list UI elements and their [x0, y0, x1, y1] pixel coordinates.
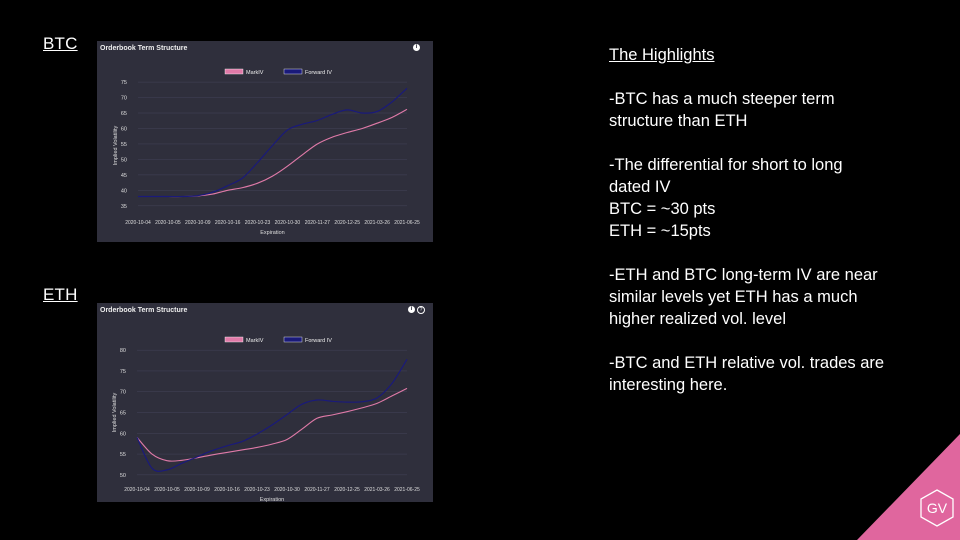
highlight-line: -ETH and BTC long-term IV are near [609, 266, 878, 284]
x-tick-label: 2020-10-23 [245, 220, 271, 226]
y-tick-label: 75 [121, 80, 127, 86]
legend-swatch[interactable] [283, 68, 303, 75]
x-tick-label: 2020-10-16 [215, 220, 241, 226]
y-tick-label: 50 [121, 157, 127, 163]
legend-swatch[interactable] [224, 336, 244, 343]
legend-label[interactable]: MarkIV [246, 338, 264, 344]
y-tick-label: 60 [120, 431, 126, 437]
corner-triangle [857, 434, 960, 540]
y-tick-label: 50 [120, 473, 126, 479]
x-tick-label: 2020-10-23 [244, 487, 270, 493]
eth-chart-panel: Orderbook Term Structure i ? 50 55 60 65 70 7… [97, 303, 433, 502]
y-tick-label: 35 [121, 204, 127, 210]
highlight-line: BTC = ~30 pts [609, 200, 716, 218]
legend-label[interactable]: MarkIV [246, 70, 264, 76]
x-tick-label: 2020-12-25 [334, 487, 360, 493]
x-tick-label: 2021-06-25 [394, 220, 420, 226]
y-tick-label: 80 [120, 348, 126, 354]
x-tick-label: 2020-10-30 [275, 220, 301, 226]
x-tick-label: 2020-10-05 [154, 487, 180, 493]
logo-text: GV [927, 500, 948, 516]
x-tick-label: 2020-11-27 [304, 487, 329, 493]
series-line-forward-iv [138, 87, 408, 198]
eth-label: ETH [43, 285, 78, 304]
x-tick-label: 2021-03-26 [364, 220, 390, 226]
info-icon[interactable]: i [413, 44, 420, 51]
x-tick-label: 2020-10-30 [274, 487, 300, 493]
y-axis-label: Implied Volatility [113, 126, 119, 166]
x-tick-label: 2020-10-09 [184, 487, 210, 493]
legend-swatch[interactable] [283, 336, 303, 343]
y-tick-label: 65 [121, 111, 127, 117]
x-tick-label: 2020-10-05 [155, 220, 181, 226]
series-line-markiv [138, 108, 408, 198]
y-tick-label: 60 [121, 126, 127, 132]
y-tick-label: 70 [121, 96, 127, 102]
help-icon[interactable]: ? [417, 306, 425, 314]
highlights-text: The Highlights -BTC has a much steeper t… [609, 44, 909, 396]
legend-label[interactable]: Forward IV [305, 338, 332, 344]
info-icon[interactable]: i [408, 306, 415, 313]
eth-chart-title: Orderbook Term Structure [100, 307, 188, 314]
highlight-line: interesting here. [609, 376, 728, 394]
highlight-line: structure than ETH [609, 112, 748, 130]
y-tick-label: 70 [120, 390, 126, 396]
y-tick-label: 75 [120, 369, 126, 375]
eth-term-structure-chart: 50 55 60 65 70 75 80 2020-10-04 2020-10-05 2020-1… [112, 336, 420, 502]
legend-label[interactable]: Forward IV [305, 70, 332, 76]
x-axis-label: Expiration [260, 230, 284, 236]
highlight-line: -BTC and ETH relative vol. trades are [609, 354, 885, 372]
gv-logo-corner: GV [857, 434, 960, 540]
x-tick-label: 2021-06-25 [394, 487, 420, 493]
x-tick-label: 2020-11-27 [305, 220, 330, 226]
y-tick-label: 65 [120, 411, 126, 417]
highlight-line: -BTC has a much steeper term [609, 90, 835, 108]
y-tick-label: 55 [120, 452, 126, 458]
btc-label: BTC [43, 34, 78, 53]
x-tick-label: 2020-10-04 [124, 487, 150, 493]
highlight-line: dated IV [609, 178, 671, 196]
highlight-spacer [609, 242, 909, 264]
series-line-markiv [136, 387, 408, 462]
x-tick-label: 2020-12-25 [334, 220, 360, 226]
btc-chart-panel: Orderbook Term Structure i 35 40 45 50 55 60 6… [97, 41, 433, 242]
x-tick-label: 2020-10-16 [214, 487, 240, 493]
x-axis-label: Expiration [260, 497, 284, 502]
x-tick-label: 2020-10-04 [125, 220, 151, 226]
y-tick-label: 55 [121, 142, 127, 148]
y-tick-label: 45 [121, 173, 127, 179]
btc-term-structure-chart: 35 40 45 50 55 60 65 70 75 2020-10-04 2020-10-05 20… [113, 68, 420, 236]
btc-chart-title: Orderbook Term Structure [100, 45, 188, 52]
highlight-line: ETH = ~15pts [609, 222, 711, 240]
series-line-forward-iv [136, 358, 408, 472]
x-tick-label: 2021-03-26 [364, 487, 390, 493]
highlight-line: higher realized vol. level [609, 310, 787, 328]
highlight-line: -The differential for short to long [609, 156, 843, 174]
highlight-spacer [609, 132, 909, 154]
highlight-spacer [609, 330, 909, 352]
legend-swatch[interactable] [224, 68, 244, 75]
highlight-line: similar levels yet ETH has a much [609, 288, 858, 306]
y-tick-label: 40 [121, 188, 127, 194]
hexagon-icon [920, 489, 954, 527]
x-tick-label: 2020-10-09 [185, 220, 211, 226]
highlights-heading: The Highlights [609, 46, 715, 64]
y-axis-label: Implied Volatility [112, 393, 118, 433]
